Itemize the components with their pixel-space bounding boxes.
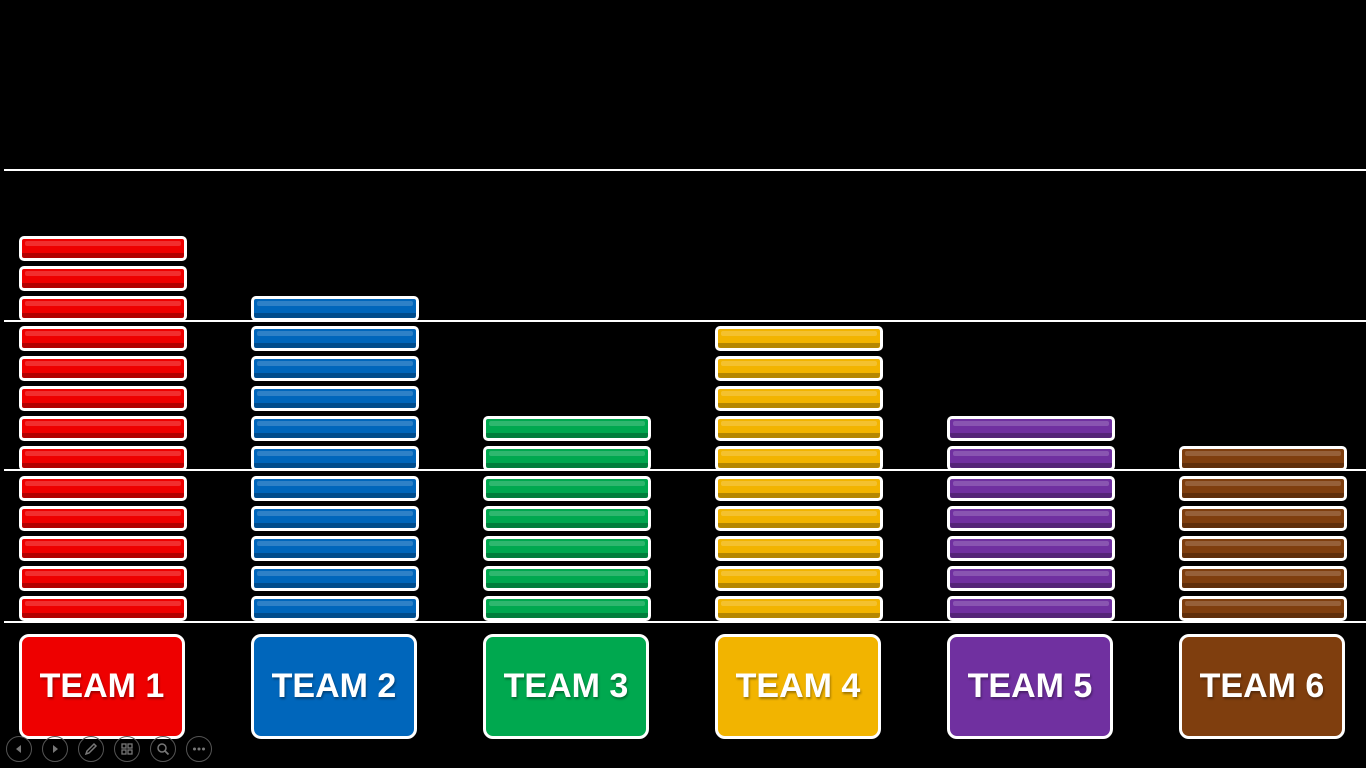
team-1-point-token bbox=[19, 356, 187, 381]
team-column-1: TEAM 1 bbox=[19, 0, 187, 768]
team-1-point-token bbox=[19, 506, 187, 531]
team-3-point-token bbox=[483, 416, 651, 441]
team-6-point-token bbox=[1179, 596, 1347, 621]
team-3-point-token bbox=[483, 506, 651, 531]
team-5-point-token bbox=[947, 596, 1115, 621]
team-1-point-token bbox=[19, 536, 187, 561]
gridline-middle bbox=[4, 469, 1366, 471]
team-6-point-token bbox=[1179, 506, 1347, 531]
team-column-6: TEAM 6 bbox=[1179, 0, 1347, 768]
more-options-icon[interactable] bbox=[186, 736, 212, 762]
team-5-point-token bbox=[947, 476, 1115, 501]
team-4-point-token bbox=[715, 536, 883, 561]
team-6-point-token bbox=[1179, 536, 1347, 561]
team-4-point-token bbox=[715, 476, 883, 501]
zoom-icon[interactable] bbox=[150, 736, 176, 762]
team-column-5: TEAM 5 bbox=[947, 0, 1115, 768]
team-2-point-token bbox=[251, 596, 419, 621]
team-4-point-token bbox=[715, 416, 883, 441]
team-4-point-token bbox=[715, 386, 883, 411]
next-slide-icon[interactable] bbox=[42, 736, 68, 762]
team-3-point-token bbox=[483, 536, 651, 561]
team-1-label[interactable]: TEAM 1 bbox=[19, 634, 185, 739]
team-5-point-token bbox=[947, 506, 1115, 531]
team-2-point-token bbox=[251, 326, 419, 351]
team-1-point-token bbox=[19, 416, 187, 441]
team-5-point-token bbox=[947, 536, 1115, 561]
team-column-4: TEAM 4 bbox=[715, 0, 883, 768]
team-6-point-token bbox=[1179, 566, 1347, 591]
team-3-point-token bbox=[483, 446, 651, 471]
team-4-point-token bbox=[715, 446, 883, 471]
team-6-label[interactable]: TEAM 6 bbox=[1179, 634, 1345, 739]
team-5-point-token bbox=[947, 416, 1115, 441]
team-1-point-token bbox=[19, 446, 187, 471]
team-5-point-token bbox=[947, 446, 1115, 471]
pen-icon[interactable] bbox=[78, 736, 104, 762]
team-1-point-token bbox=[19, 566, 187, 591]
team-6-point-token bbox=[1179, 446, 1347, 471]
team-2-point-token bbox=[251, 416, 419, 441]
team-2-point-token bbox=[251, 446, 419, 471]
team-4-point-token bbox=[715, 326, 883, 351]
previous-slide-icon[interactable] bbox=[6, 736, 32, 762]
gridline-top bbox=[4, 169, 1366, 171]
team-2-label[interactable]: TEAM 2 bbox=[251, 634, 417, 739]
team-1-point-token bbox=[19, 386, 187, 411]
team-column-2: TEAM 2 bbox=[251, 0, 419, 768]
team-4-point-token bbox=[715, 356, 883, 381]
team-1-point-token bbox=[19, 236, 187, 261]
team-1-point-token bbox=[19, 266, 187, 291]
team-2-point-token bbox=[251, 566, 419, 591]
team-1-point-token bbox=[19, 476, 187, 501]
team-6-point-token bbox=[1179, 476, 1347, 501]
team-1-point-token bbox=[19, 296, 187, 321]
team-4-point-token bbox=[715, 596, 883, 621]
team-3-point-token bbox=[483, 476, 651, 501]
team-4-point-token bbox=[715, 506, 883, 531]
team-1-point-token bbox=[19, 326, 187, 351]
team-5-point-token bbox=[947, 566, 1115, 591]
team-4-point-token bbox=[715, 566, 883, 591]
team-2-point-token bbox=[251, 356, 419, 381]
team-2-point-token bbox=[251, 506, 419, 531]
team-column-3: TEAM 3 bbox=[483, 0, 651, 768]
gridline-baseline bbox=[4, 621, 1366, 623]
team-2-point-token bbox=[251, 536, 419, 561]
see-all-slides-icon[interactable] bbox=[114, 736, 140, 762]
team-4-label[interactable]: TEAM 4 bbox=[715, 634, 881, 739]
team-3-point-token bbox=[483, 596, 651, 621]
team-3-label[interactable]: TEAM 3 bbox=[483, 634, 649, 739]
team-1-point-token bbox=[19, 596, 187, 621]
team-3-point-token bbox=[483, 566, 651, 591]
team-2-point-token bbox=[251, 386, 419, 411]
team-2-point-token bbox=[251, 296, 419, 321]
gridline-upper bbox=[4, 320, 1366, 322]
team-2-point-token bbox=[251, 476, 419, 501]
team-5-label[interactable]: TEAM 5 bbox=[947, 634, 1113, 739]
slideshow-controls bbox=[6, 736, 212, 764]
